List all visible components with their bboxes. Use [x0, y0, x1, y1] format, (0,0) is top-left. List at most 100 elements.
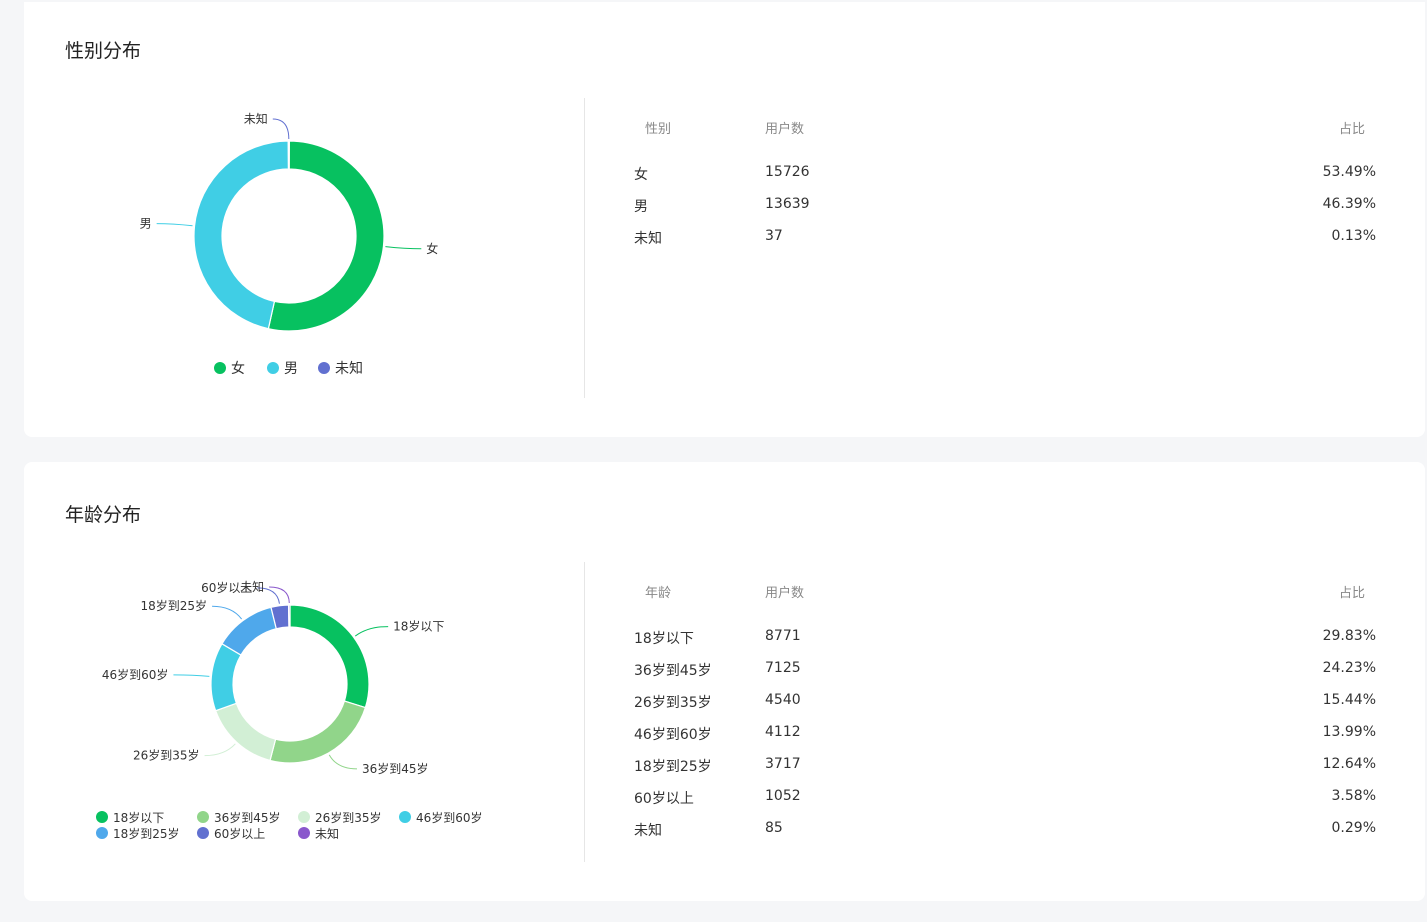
legend-dot[interactable]	[197, 811, 209, 823]
row-name: 未知	[634, 823, 662, 839]
table-row: 46岁到60岁 4112 13.99%	[634, 724, 1376, 744]
legend-label[interactable]: 36岁到45岁	[214, 810, 281, 825]
gender-distribution-card: 性别分布 女男未知女男未知 性别 用户数 占比 女 15726 53.49% 男…	[24, 2, 1425, 437]
legend-label[interactable]: 18岁到25岁	[113, 826, 180, 841]
gender-donut-chart: 女男未知女男未知	[140, 112, 439, 377]
label-leader-line	[354, 626, 389, 637]
label-leader-line	[212, 605, 243, 620]
legend-dot[interactable]	[318, 362, 330, 374]
legend-label[interactable]: 26岁到35岁	[315, 810, 382, 825]
table-row: 未知 37 0.13%	[634, 228, 1376, 248]
header-gender: 性别	[645, 122, 672, 137]
row-percent: 12.64%	[1322, 756, 1376, 772]
slice-label: 18岁以下	[393, 619, 444, 634]
age-card-title: 年龄分布	[65, 504, 142, 526]
slice-label: 18岁到25岁	[141, 598, 208, 613]
legend-dot[interactable]	[267, 362, 279, 374]
row-name: 46岁到60岁	[634, 727, 712, 743]
label-leader-line	[269, 586, 290, 604]
row-count: 85	[765, 820, 783, 836]
slice-label: 男	[140, 217, 152, 231]
row-percent: 0.13%	[1331, 228, 1376, 244]
table-header-row: 性别 用户数 占比	[634, 118, 1376, 138]
donut-slice-0[interactable]	[267, 140, 385, 332]
table-row: 18岁以下 8771 29.83%	[634, 628, 1376, 648]
table-row: 18岁到25岁 3717 12.64%	[634, 756, 1376, 776]
header-user-count: 用户数	[765, 122, 805, 137]
row-name: 18岁到25岁	[634, 759, 712, 775]
legend-dot[interactable]	[298, 811, 310, 823]
header-percent: 占比	[1338, 586, 1365, 601]
table-row: 36岁到45岁 7125 24.23%	[634, 660, 1376, 680]
row-count: 4540	[765, 692, 801, 708]
label-leader-line	[328, 754, 358, 770]
legend-dot[interactable]	[96, 811, 108, 823]
legend-dot[interactable]	[399, 811, 411, 823]
table-header-row: 年龄 用户数 占比	[634, 582, 1376, 602]
table-row: 26岁到35岁 4540 15.44%	[634, 692, 1376, 712]
row-percent: 0.29%	[1331, 820, 1376, 836]
label-leader-line	[156, 223, 193, 227]
row-name: 男	[634, 199, 648, 215]
label-leader-line	[272, 118, 290, 140]
row-count: 4112	[765, 724, 801, 740]
label-leader-line	[385, 246, 422, 250]
row-percent: 29.83%	[1322, 628, 1376, 644]
legend-dot[interactable]	[214, 362, 226, 374]
header-percent: 占比	[1338, 122, 1365, 137]
row-percent: 46.39%	[1322, 196, 1376, 212]
donut-slice-0[interactable]	[289, 604, 370, 709]
legend-label[interactable]: 未知	[335, 360, 363, 377]
donut-slice-4[interactable]	[221, 606, 278, 656]
table-row: 未知 85 0.29%	[634, 820, 1376, 840]
legend-label[interactable]: 女	[231, 360, 245, 377]
donut-slice-1[interactable]	[269, 700, 367, 764]
legend-dot[interactable]	[96, 827, 108, 839]
row-count: 7125	[765, 660, 801, 676]
table-row: 女 15726 53.49%	[634, 164, 1376, 184]
legend-label[interactable]: 未知	[315, 827, 339, 841]
row-name: 36岁到45岁	[634, 663, 712, 679]
label-leader-line	[173, 674, 210, 677]
slice-label: 60岁以上	[201, 580, 252, 595]
donut-slice-1[interactable]	[193, 140, 290, 330]
slice-label: 女	[426, 241, 438, 256]
row-name: 女	[634, 167, 648, 183]
row-percent: 24.23%	[1322, 660, 1376, 676]
row-count: 8771	[765, 628, 801, 644]
slice-label: 26岁到35岁	[133, 748, 200, 763]
legend-label[interactable]: 18岁以下	[113, 810, 164, 825]
row-name: 60岁以上	[634, 791, 694, 807]
slice-label: 36岁到45岁	[362, 761, 429, 776]
row-name: 26岁到35岁	[634, 695, 712, 711]
gender-divider	[584, 98, 585, 398]
row-count: 1052	[765, 788, 801, 804]
donut-slice-3[interactable]	[210, 643, 242, 712]
row-name: 18岁以下	[634, 631, 694, 647]
legend-label[interactable]: 46岁到60岁	[416, 810, 483, 825]
table-row: 60岁以上 1052 3.58%	[634, 788, 1376, 808]
label-leader-line	[204, 743, 236, 757]
row-percent: 53.49%	[1322, 164, 1376, 180]
row-count: 37	[765, 228, 783, 244]
header-user-count: 用户数	[765, 586, 805, 601]
row-percent: 13.99%	[1322, 724, 1376, 740]
legend-dot[interactable]	[197, 827, 209, 839]
row-name: 未知	[634, 231, 662, 247]
legend-label[interactable]: 60岁以上	[214, 826, 265, 841]
header-age: 年龄	[645, 586, 672, 601]
legend-dot[interactable]	[298, 827, 310, 839]
donut-slice-6[interactable]	[287, 604, 291, 628]
row-count: 15726	[765, 164, 810, 180]
slice-label: 未知	[240, 580, 264, 594]
slice-label: 46岁到60岁	[102, 667, 169, 682]
age-donut-chart: 18岁以下36岁到45岁26岁到35岁46岁到60岁18岁到25岁60岁以上未知…	[96, 580, 483, 841]
slice-label: 未知	[244, 112, 268, 126]
donut-slice-2[interactable]	[287, 140, 290, 170]
age-divider	[584, 562, 585, 862]
gender-card-title: 性别分布	[65, 40, 142, 62]
legend-label[interactable]: 男	[284, 361, 298, 377]
label-leader-line	[257, 587, 280, 604]
row-percent: 3.58%	[1331, 788, 1376, 804]
row-count: 13639	[765, 196, 810, 212]
